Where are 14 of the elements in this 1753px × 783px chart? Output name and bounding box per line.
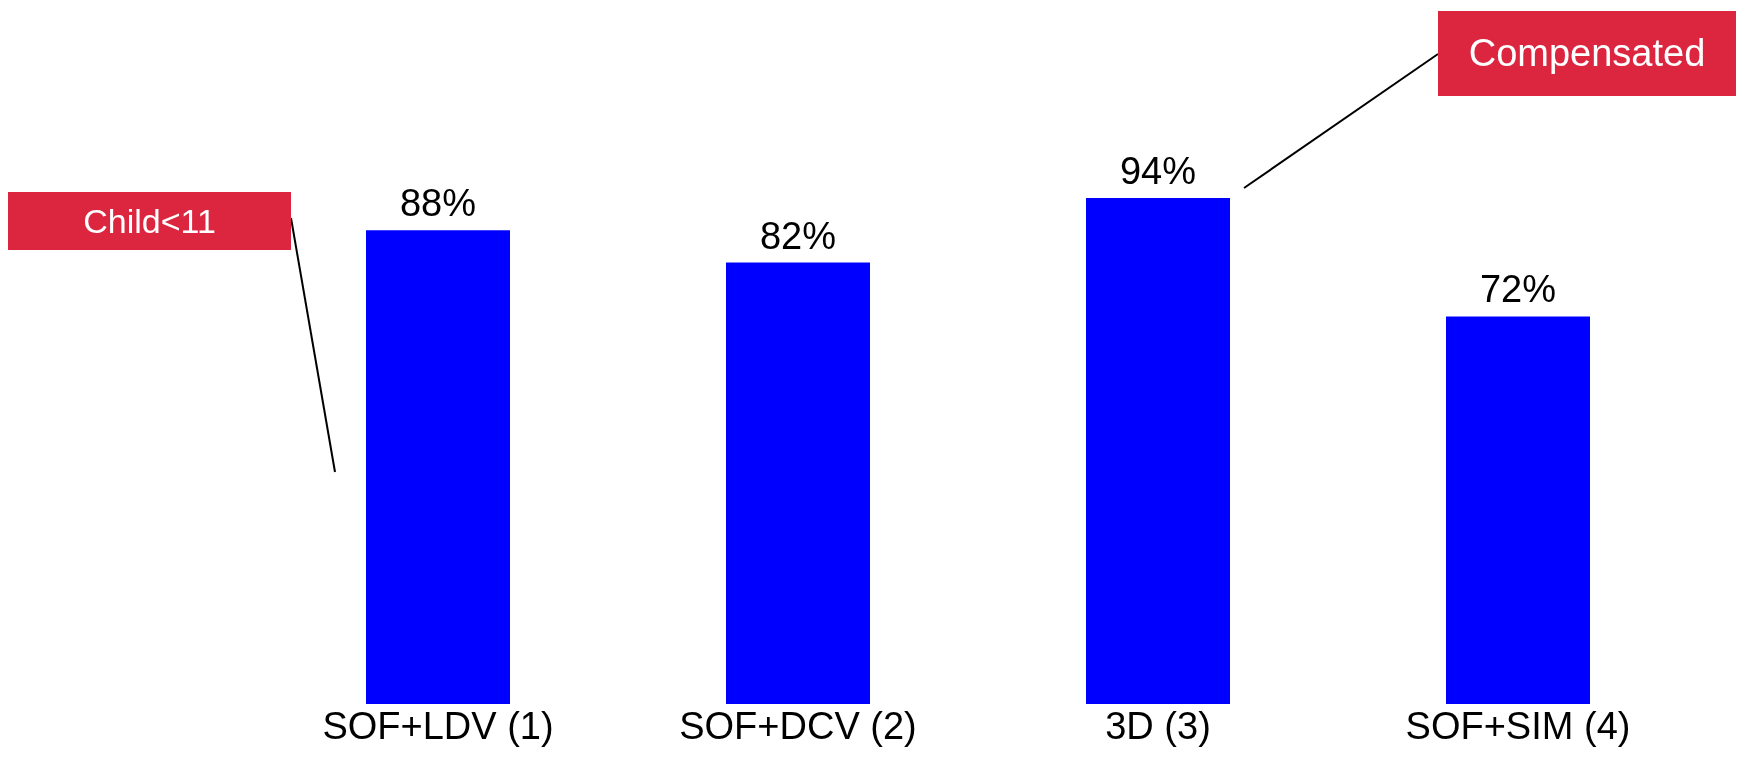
data-label: 94% bbox=[1119, 150, 1197, 192]
callout: Compensated bbox=[1244, 11, 1736, 188]
data-label: 88% bbox=[399, 182, 477, 225]
data-label: 82% bbox=[759, 214, 837, 257]
bar bbox=[366, 230, 510, 704]
x-tick-label: SOF+LDV (1) bbox=[322, 704, 554, 747]
x-tick-label: SOF+SIM (4) bbox=[1405, 704, 1631, 747]
x-tick-label: SOF+DCV (2) bbox=[679, 704, 917, 747]
bar bbox=[1446, 316, 1590, 704]
data-label: 72% bbox=[1479, 268, 1557, 311]
bar bbox=[726, 262, 870, 704]
x-tick-label: 3D (3) bbox=[1105, 704, 1211, 747]
callout: Child<11 bbox=[8, 192, 335, 472]
bar bbox=[1086, 198, 1230, 704]
